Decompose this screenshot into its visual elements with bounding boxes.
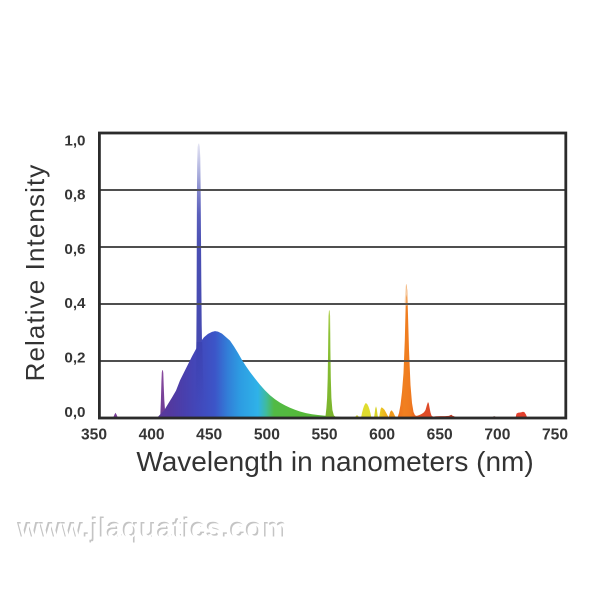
svg-text:450: 450 xyxy=(196,427,222,444)
svg-text:1,0: 1,0 xyxy=(64,132,85,149)
svg-text:Wavelength in nanometers (nm): Wavelength in nanometers (nm) xyxy=(136,446,533,477)
svg-text:750: 750 xyxy=(542,427,568,444)
svg-text:0,6: 0,6 xyxy=(64,241,85,258)
svg-text:400: 400 xyxy=(139,427,165,444)
svg-text:www.jlaquatics.com: www.jlaquatics.com xyxy=(16,511,287,542)
svg-text:0,0: 0,0 xyxy=(64,404,85,421)
svg-text:700: 700 xyxy=(484,427,510,444)
svg-text:Relative Intensity: Relative Intensity xyxy=(20,164,50,382)
svg-text:350: 350 xyxy=(81,427,107,444)
svg-text:0,2: 0,2 xyxy=(64,350,85,367)
svg-text:www.jlaquatics.com: www.jlaquatics.com xyxy=(18,513,289,544)
svg-text:0,4: 0,4 xyxy=(64,295,86,312)
svg-text:500: 500 xyxy=(254,427,280,444)
svg-text:650: 650 xyxy=(427,427,453,444)
svg-text:0,8: 0,8 xyxy=(64,187,85,204)
svg-text:550: 550 xyxy=(311,427,337,444)
svg-text:600: 600 xyxy=(369,427,395,444)
